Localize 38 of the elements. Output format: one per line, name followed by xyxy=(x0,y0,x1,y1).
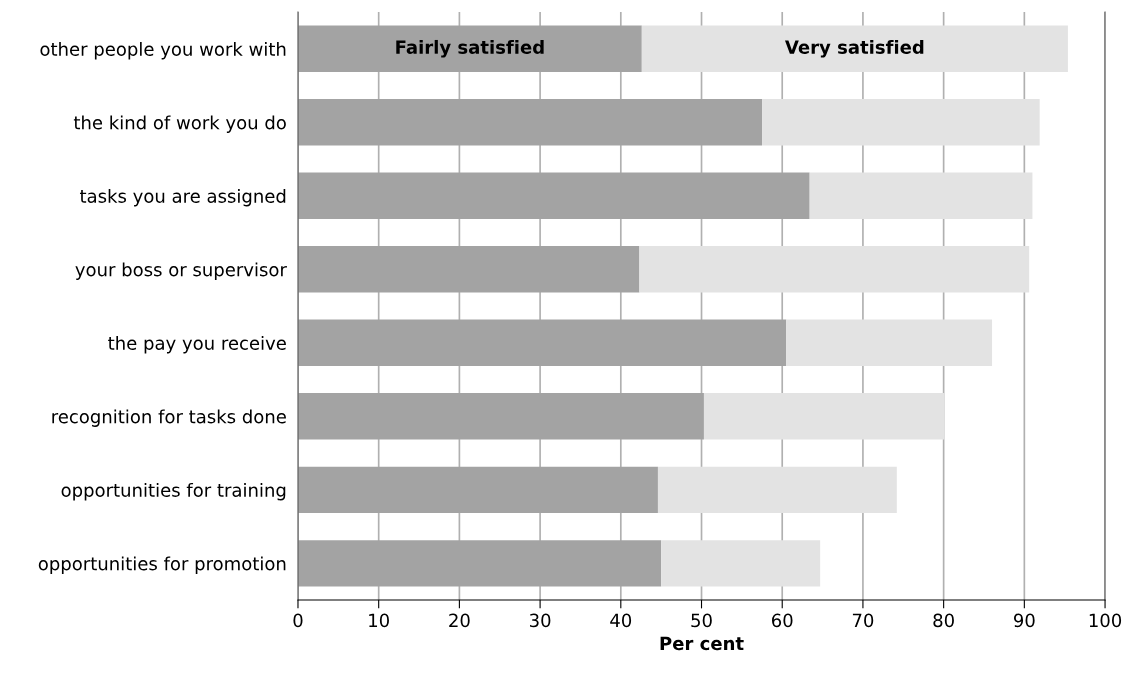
x-tick-label: 20 xyxy=(449,613,470,628)
series-label: Very satisfied xyxy=(785,39,924,58)
y-tick-label: opportunities for promotion xyxy=(38,556,286,574)
x-tick-label: 60 xyxy=(772,613,793,628)
x-tick-label: 40 xyxy=(610,613,632,628)
y-tick-label: recognition for tasks done xyxy=(52,409,286,427)
y-tick-label: your boss or supervisor xyxy=(75,262,287,280)
bar xyxy=(297,246,640,293)
bar xyxy=(639,246,1030,293)
bar xyxy=(297,99,763,146)
x-tick-label: 50 xyxy=(691,613,712,628)
y-tick-label: the pay you receive xyxy=(108,335,286,354)
x-tick-label: 80 xyxy=(933,613,954,628)
bar xyxy=(297,172,810,219)
bar xyxy=(297,393,704,440)
bar xyxy=(809,172,1033,219)
x-tick-label: 90 xyxy=(1013,613,1035,628)
x-tick-label: 70 xyxy=(852,613,874,628)
bar xyxy=(657,466,897,513)
x-tick-label: 10 xyxy=(369,613,389,628)
bar xyxy=(661,540,821,587)
bar xyxy=(297,540,662,587)
y-tick-label: opportunities for training xyxy=(61,482,286,501)
x-axis-title: Per cent xyxy=(660,636,744,651)
bar xyxy=(641,25,1068,72)
x-tick-label: 0 xyxy=(293,613,303,628)
y-tick-label: the kind of work you do xyxy=(73,115,286,133)
bar xyxy=(762,99,1040,146)
y-tick-label: other people you work with xyxy=(40,41,286,60)
series-label: Fairly satisfied xyxy=(396,39,544,58)
y-tick-label: tasks you are assigned xyxy=(79,188,286,207)
x-tick-label: 100 xyxy=(1089,613,1122,628)
bar xyxy=(786,319,993,366)
bar xyxy=(703,393,945,440)
bar xyxy=(297,25,642,72)
bar xyxy=(297,319,787,366)
x-tick-label: 30 xyxy=(529,613,551,628)
bar xyxy=(297,466,658,513)
